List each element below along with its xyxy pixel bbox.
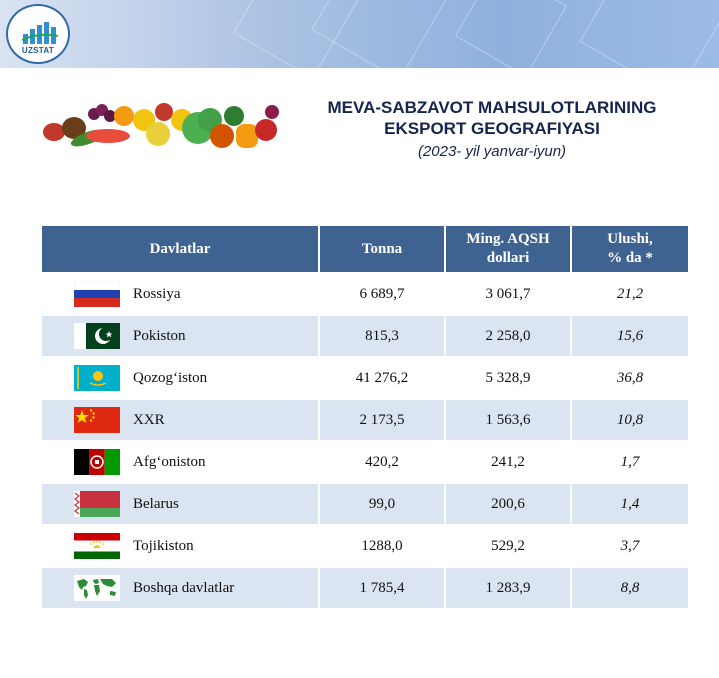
- header-banner: UZSTAT: [0, 0, 719, 68]
- table-row: Boshqa davlatlar 1 785,4 1 283,9 8,8: [42, 566, 688, 608]
- header-share: Ulushi, % da *: [570, 226, 688, 272]
- header-country: Davlatlar: [42, 226, 318, 272]
- decor-hexagon: [454, 0, 568, 68]
- tonna-cell: 41 276,2: [318, 356, 444, 398]
- country-name: Pokiston: [133, 327, 186, 344]
- decor-hexagon: [579, 0, 719, 68]
- country-cell: Afg‘oniston: [42, 440, 318, 482]
- usd-cell: 1 283,9: [444, 566, 570, 608]
- tonna-cell: 420,2: [318, 440, 444, 482]
- tonna-cell: 1288,0: [318, 524, 444, 566]
- header-usd: Ming. AQSH dollari: [444, 226, 570, 272]
- usd-cell: 3 061,7: [444, 272, 570, 314]
- country-name: Belarus: [133, 495, 179, 512]
- table-row: XXR 2 173,5 1 563,6 10,8: [42, 398, 688, 440]
- usd-cell: 200,6: [444, 482, 570, 524]
- country-cell: Belarus: [42, 482, 318, 524]
- header-usd-line2: dollari: [486, 250, 530, 266]
- usd-cell: 241,2: [444, 440, 570, 482]
- table-row: Afg‘oniston 420,2 241,2 1,7: [42, 440, 688, 482]
- table-row: Rossiya 6 689,7 3 061,7 21,2: [42, 272, 688, 314]
- kazakhstan-flag-icon: [74, 365, 120, 391]
- title-period: (2023- yil yanvar-iyun): [417, 143, 567, 160]
- export-table: Davlatlar Tonna Ming. AQSH dollari Ulushi…: [42, 226, 688, 608]
- header-usd-line1: Ming. AQSH: [466, 231, 550, 247]
- share-cell: 36,8: [570, 356, 688, 398]
- table-header-row: Davlatlar Tonna Ming. AQSH dollari Ulushi…: [42, 226, 688, 272]
- country-name: Qozog‘iston: [133, 369, 208, 386]
- page-title: MEVA-SABZAVOT MAHSULOTLARINING EKSPORT G…: [292, 97, 692, 163]
- share-cell: 8,8: [570, 566, 688, 608]
- title-line-2: EKSPORT GEOGRAFIYASI: [384, 119, 600, 138]
- share-cell: 15,6: [570, 314, 688, 356]
- pakistan-flag-icon: [74, 323, 120, 349]
- tonna-cell: 2 173,5: [318, 398, 444, 440]
- country-name: Afg‘oniston: [133, 453, 206, 470]
- belarus-flag-icon: [74, 491, 120, 517]
- share-cell: 21,2: [570, 272, 688, 314]
- header-tonna: Tonna: [318, 226, 444, 272]
- afghanistan-flag-icon: [74, 449, 120, 475]
- header-share-line1: Ulushi,: [607, 231, 653, 247]
- share-cell: 10,8: [570, 398, 688, 440]
- country-name: Rossiya: [133, 285, 181, 302]
- usd-cell: 2 258,0: [444, 314, 570, 356]
- country-cell: Qozog‘iston: [42, 356, 318, 398]
- country-cell: Tojikiston: [42, 524, 318, 566]
- title-line-1: MEVA-SABZAVOT MAHSULOTLARINING: [327, 98, 657, 117]
- table-row: Pokiston 815,3 2 258,0 15,6: [42, 314, 688, 356]
- country-cell: Boshqa davlatlar: [42, 566, 318, 608]
- country-cell: XXR: [42, 398, 318, 440]
- usd-cell: 529,2: [444, 524, 570, 566]
- tonna-cell: 6 689,7: [318, 272, 444, 314]
- uzstat-logo: UZSTAT: [6, 4, 70, 64]
- table-row: Tojikiston 1288,0 529,2 3,7: [42, 524, 688, 566]
- country-name: Tojikiston: [133, 537, 194, 554]
- tajikistan-flag-icon: [74, 533, 120, 559]
- tonna-cell: 815,3: [318, 314, 444, 356]
- tonna-cell: 1 785,4: [318, 566, 444, 608]
- decor-hexagon: [311, 0, 451, 68]
- usd-cell: 5 328,9: [444, 356, 570, 398]
- world-map-icon: [74, 575, 120, 601]
- russia-flag-icon: [74, 281, 120, 307]
- usd-cell: 1 563,6: [444, 398, 570, 440]
- header-share-line2: % da *: [607, 250, 653, 266]
- country-cell: Pokiston: [42, 314, 318, 356]
- fruits-vegetables-image: [43, 103, 279, 148]
- table-row: Qozog‘iston 41 276,2 5 328,9 36,8: [42, 356, 688, 398]
- country-name: Boshqa davlatlar: [133, 579, 235, 596]
- share-cell: 3,7: [570, 524, 688, 566]
- table-row: Belarus 99,0 200,6 1,4: [42, 482, 688, 524]
- share-cell: 1,7: [570, 440, 688, 482]
- country-name: XXR: [133, 411, 165, 428]
- share-cell: 1,4: [570, 482, 688, 524]
- china-flag-icon: [74, 407, 120, 433]
- bar-chart-icon: [22, 22, 58, 44]
- tonna-cell: 99,0: [318, 482, 444, 524]
- country-cell: Rossiya: [42, 272, 318, 314]
- logo-text: UZSTAT: [21, 46, 55, 55]
